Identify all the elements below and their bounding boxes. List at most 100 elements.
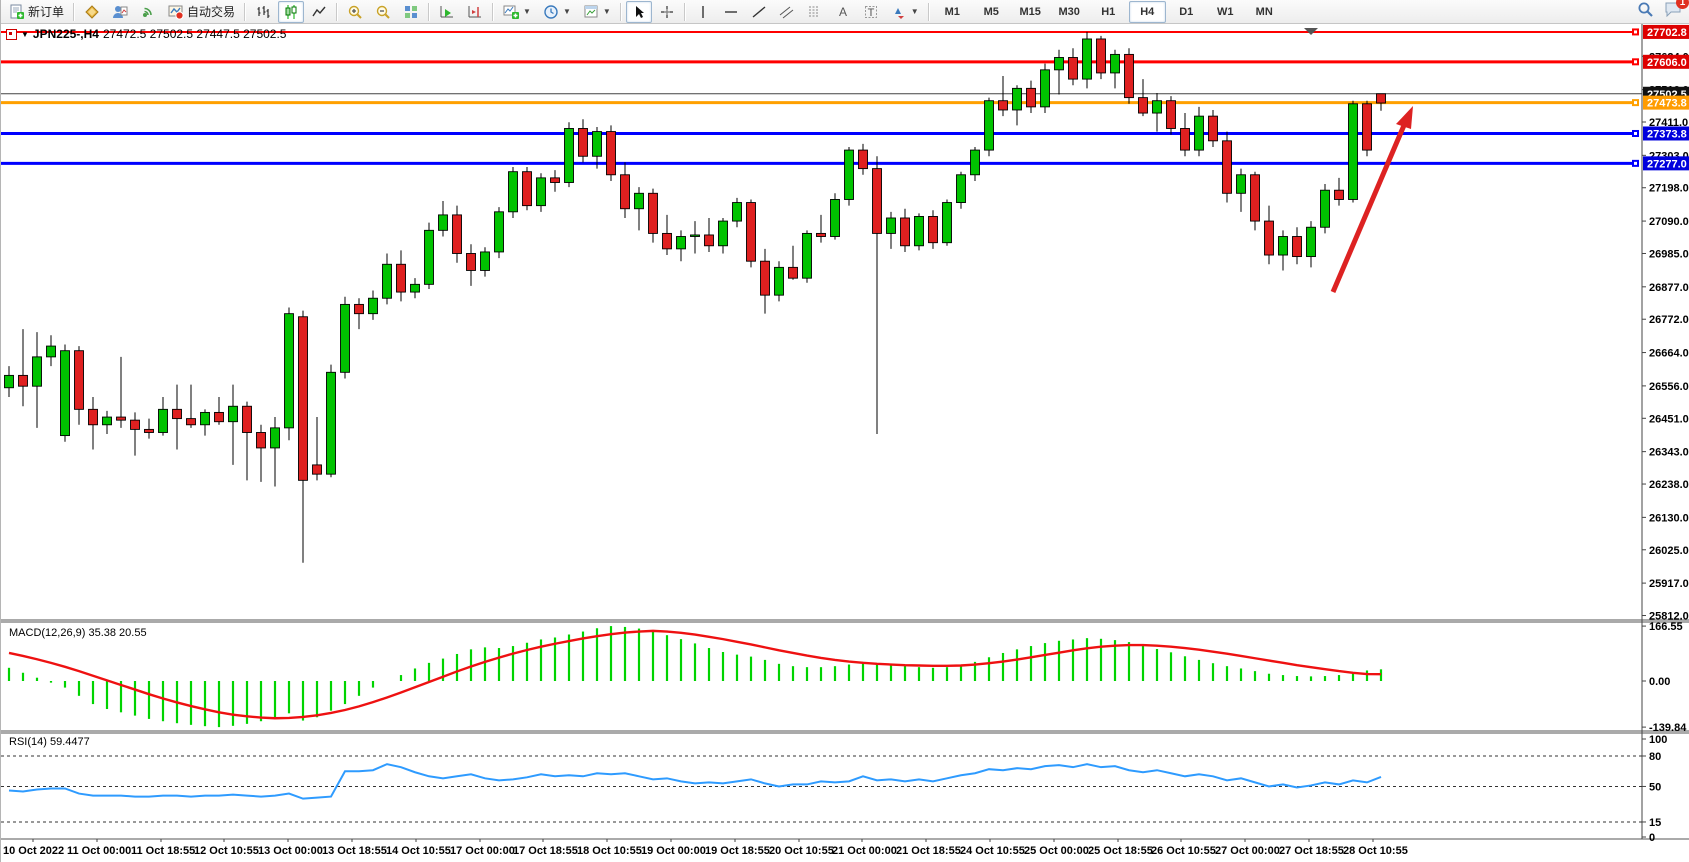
candle-body	[326, 371, 336, 475]
candle-body	[1166, 100, 1176, 129]
chart-shift-marker[interactable]	[1304, 28, 1318, 35]
periods-icon	[543, 4, 559, 20]
candle-body	[46, 345, 56, 358]
time-axis-label: 13 Oct 00:00	[258, 845, 323, 857]
line-end-marker-dot	[1634, 30, 1637, 34]
time-axis-label: 19 Oct 18:55	[705, 845, 770, 857]
candle-body	[606, 131, 616, 176]
candle-body	[1082, 38, 1092, 80]
time-axis-label: 25 Oct 18:55	[1088, 845, 1153, 857]
cursor-icon	[631, 4, 647, 20]
text-button[interactable]: A	[830, 1, 856, 23]
periods-button[interactable]: ▼	[538, 1, 576, 23]
price-badge-value: 27277.0	[1647, 158, 1687, 170]
dropdown-arrow-icon[interactable]: ▼	[523, 7, 531, 16]
text-label-button[interactable]: T	[858, 1, 884, 23]
horizontal-line-button[interactable]	[718, 1, 744, 23]
line-mode-icon	[311, 4, 327, 20]
candle-body	[312, 464, 322, 475]
candle-body	[536, 177, 546, 207]
zoom-out-button[interactable]	[370, 1, 396, 23]
price-badge-value: 27606.0	[1647, 57, 1687, 69]
timeframe-m15-button[interactable]: M15	[1019, 5, 1041, 18]
candle-body	[4, 374, 14, 389]
notifications-chat-icon[interactable]: 1	[1664, 0, 1689, 22]
chart-plot-area[interactable]: 27624.027516.027411.027303.027198.027090…	[1, 24, 1689, 862]
timeframe-w1-button[interactable]: W1	[1216, 5, 1234, 18]
candle-body	[508, 171, 518, 213]
timeframe-h1-button[interactable]: H1	[1101, 5, 1116, 18]
price-badge-value: 27702.8	[1647, 27, 1687, 39]
price-badge	[1643, 156, 1689, 171]
dropdown-arrow-icon[interactable]: ▼	[910, 7, 919, 16]
price-axis-label: 26877.0	[1649, 282, 1689, 294]
candle-body	[32, 356, 42, 387]
candle-body	[1012, 87, 1022, 111]
equidistant-channel-button[interactable]	[774, 1, 800, 23]
trendline-button[interactable]	[746, 1, 772, 23]
chart-symbol-title: JPN225-,H4	[32, 27, 99, 41]
chart-window-title: ▼ JPN225-,H4 27472.5 27502.5 27447.5 275…	[6, 27, 286, 41]
candle-body	[494, 211, 504, 253]
timeframe-m30-button[interactable]: M30	[1058, 5, 1080, 18]
timeframe-m1-button[interactable]: M1	[944, 5, 960, 18]
time-axis-label: 24 Oct 10:55	[960, 845, 1025, 857]
candle-body	[620, 174, 630, 210]
candle-body	[648, 192, 658, 234]
price-axis-label: 26025.0	[1649, 545, 1689, 557]
arrows-button[interactable]: ▼	[886, 1, 924, 23]
cursor-button[interactable]	[625, 0, 652, 23]
candle-body	[242, 405, 252, 433]
candle-body	[550, 177, 560, 183]
bar-chart-button[interactable]	[250, 1, 276, 23]
candle-body	[942, 202, 952, 244]
timeframe-m5-button[interactable]: M5	[983, 5, 999, 18]
crosshair-icon	[659, 4, 675, 20]
candle-body	[88, 408, 98, 426]
trend-arrow-line[interactable]	[1330, 122, 1408, 293]
chart-window-icon[interactable]	[6, 28, 17, 40]
indicators-button[interactable]: ▼	[498, 1, 536, 23]
autotrading-button[interactable]: 自动交易	[163, 1, 240, 23]
market-watch-icon	[84, 4, 100, 20]
tile-windows-button[interactable]	[398, 1, 424, 23]
channel-icon	[779, 4, 795, 20]
search-icon[interactable]	[1637, 1, 1654, 23]
toolbar-separator	[73, 2, 76, 21]
timeframe-h4-button[interactable]: H4	[1128, 0, 1166, 23]
macd-axis-label: 0.00	[1649, 676, 1670, 688]
dropdown-arrow-icon[interactable]: ▼	[562, 7, 571, 16]
candlestick-chart-button[interactable]	[278, 0, 305, 23]
signal-icon	[140, 4, 156, 20]
candle-body	[1124, 53, 1134, 99]
zoom-in-button[interactable]	[342, 1, 368, 23]
dropdown-arrow-icon[interactable]: ▼	[602, 7, 611, 16]
candle-body	[396, 263, 406, 293]
new-order-button[interactable]: 新订单	[4, 1, 69, 23]
candle-body	[1292, 236, 1302, 258]
time-axis-label: 17 Oct 18:55	[513, 845, 578, 857]
signals-button[interactable]	[135, 1, 161, 23]
chart-menu-icon[interactable]: ▼	[21, 29, 29, 39]
chart-shift-button[interactable]	[462, 1, 488, 23]
market-watch-button[interactable]	[79, 1, 105, 23]
timeframe-d1-button[interactable]: D1	[1179, 5, 1194, 18]
vertical-line-button[interactable]	[690, 1, 716, 23]
data-window-button[interactable]	[107, 1, 133, 23]
auto-scroll-button[interactable]	[434, 1, 460, 23]
fibonacci-button[interactable]	[802, 1, 828, 23]
line-chart-button[interactable]	[306, 1, 332, 23]
trend-arrow-head[interactable]	[1396, 106, 1413, 129]
candle-body	[102, 416, 112, 426]
price-axis-label: 27198.0	[1649, 183, 1689, 195]
candle-body	[816, 232, 826, 237]
candle-body	[676, 236, 686, 250]
candle-mode-icon	[283, 4, 299, 20]
time-axis-label: 10 Oct 2022	[3, 845, 64, 857]
candle-body	[774, 266, 784, 296]
timeframe-mn-button[interactable]: MN	[1255, 5, 1273, 18]
templates-button[interactable]: ▼	[578, 1, 616, 23]
crosshair-button[interactable]	[654, 1, 680, 23]
toolbar-separator	[683, 2, 686, 21]
